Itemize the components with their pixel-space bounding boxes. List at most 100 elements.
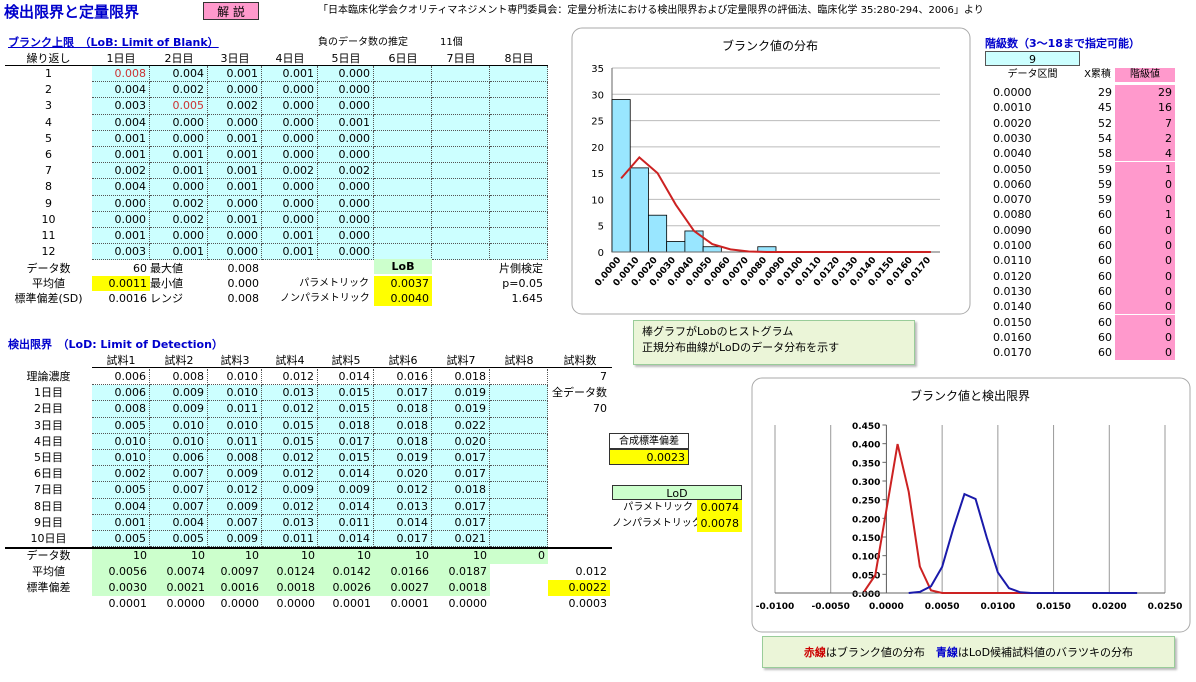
data-cell bbox=[374, 82, 432, 99]
row-label: 8日目 bbox=[34, 499, 63, 513]
data-cell: 0.017 bbox=[432, 514, 490, 531]
data-cell bbox=[432, 98, 490, 115]
data-cell: 0.002 bbox=[92, 466, 150, 483]
stat-value: 0.0018 bbox=[432, 580, 490, 596]
data-cell bbox=[490, 66, 548, 83]
data-cell: 0.0020 bbox=[993, 116, 1032, 130]
row-label: 3日目 bbox=[34, 418, 63, 432]
data-cell bbox=[490, 130, 548, 147]
data-cell bbox=[490, 466, 548, 483]
y-tick-label: 0.200 bbox=[852, 515, 880, 525]
stat-value: 0.0026 bbox=[318, 580, 374, 596]
data-cell: 0.006 bbox=[92, 369, 150, 386]
stat-value: 60 bbox=[133, 262, 147, 275]
data-cell: 0.001 bbox=[208, 179, 262, 196]
stat-label: 平均値 bbox=[32, 565, 65, 578]
data-cell: 0.013 bbox=[262, 385, 318, 402]
section-title: 階級数（3～18まで指定可能） bbox=[985, 37, 1140, 50]
column-header: 3日目 bbox=[208, 52, 262, 66]
data-cell: 0.000 bbox=[262, 130, 318, 147]
row-label: 1日目 bbox=[34, 386, 63, 400]
note-text: 青線 bbox=[935, 646, 958, 659]
data-cell bbox=[432, 130, 490, 147]
result-value: 0.0023 bbox=[609, 449, 689, 465]
data-cell: 0.015 bbox=[318, 401, 374, 418]
data-cell bbox=[490, 514, 548, 531]
data-cell: 0.000 bbox=[262, 179, 318, 196]
data-cell: 16 bbox=[1115, 100, 1175, 116]
button[interactable]: 解 説 bbox=[203, 2, 259, 20]
data-cell bbox=[432, 228, 490, 245]
data-cell: 0.000 bbox=[318, 179, 374, 196]
data-cell bbox=[432, 163, 490, 180]
data-cell bbox=[490, 82, 548, 99]
data-cell: 0 bbox=[1115, 314, 1175, 330]
data-cell bbox=[490, 244, 548, 261]
y-tick-label: 0.100 bbox=[852, 553, 880, 563]
data-cell: 0.004 bbox=[150, 66, 208, 83]
data-cell: 0.009 bbox=[150, 385, 208, 402]
row-label: 5 bbox=[45, 131, 52, 145]
row-label: 7 bbox=[45, 164, 52, 178]
stat-value: 0.0187 bbox=[432, 564, 490, 580]
data-cell: 0.001 bbox=[208, 211, 262, 228]
data-cell: 0.008 bbox=[150, 369, 208, 386]
data-cell: 0.000 bbox=[92, 195, 150, 212]
data-cell: 0.007 bbox=[150, 466, 208, 483]
stat-label: 標準偏差 bbox=[26, 581, 71, 594]
data-cell: 0.000 bbox=[262, 114, 318, 131]
data-cell: 0.0140 bbox=[993, 300, 1032, 314]
data-cell: 58 bbox=[1098, 147, 1112, 161]
data-cell: 0.0050 bbox=[993, 162, 1032, 176]
data-cell bbox=[490, 147, 548, 164]
column-header: 5日目 bbox=[318, 52, 374, 66]
data-cell: 0.000 bbox=[262, 211, 318, 228]
column-header: 試料数 bbox=[548, 353, 612, 368]
data-cell: 0.001 bbox=[262, 66, 318, 83]
data-cell: 0.009 bbox=[208, 498, 262, 515]
stat-value: 0.008 bbox=[227, 262, 260, 275]
data-cell bbox=[432, 244, 490, 261]
data-cell bbox=[432, 195, 490, 212]
stat-label: レンジ bbox=[150, 292, 183, 305]
data-cell: 0.015 bbox=[318, 450, 374, 467]
data-cell bbox=[432, 114, 490, 131]
data-cell: 29 bbox=[1115, 85, 1175, 101]
data-cell: 0.015 bbox=[318, 385, 374, 402]
data-cell: 0.006 bbox=[150, 450, 208, 467]
note-text: 棒グラフがLobのヒストグラム bbox=[642, 325, 794, 338]
data-cell: 0.0030 bbox=[993, 131, 1032, 145]
data-cell: 0.018 bbox=[374, 417, 432, 434]
data-cell: 2 bbox=[1115, 130, 1175, 147]
stat-value: 0 bbox=[490, 548, 548, 564]
stat-label: データ数 bbox=[26, 262, 71, 275]
data-cell: 0.001 bbox=[208, 147, 262, 164]
data-cell bbox=[432, 66, 490, 83]
column-header: X累積 bbox=[1084, 69, 1111, 80]
stat-value: 0.0000 bbox=[220, 597, 260, 610]
data-cell: 0.000 bbox=[318, 228, 374, 245]
stat-label: 平均値 bbox=[32, 277, 65, 290]
data-cell: 0.000 bbox=[318, 244, 374, 261]
row-label: 12 bbox=[41, 245, 56, 259]
y-tick-label: 35 bbox=[591, 64, 604, 75]
data-cell: 60 bbox=[1098, 284, 1112, 298]
column-header: 試料4 bbox=[262, 353, 318, 368]
y-tick-label: 0.250 bbox=[852, 497, 880, 507]
data-cell: 0.015 bbox=[262, 417, 318, 434]
data-cell: 0.012 bbox=[262, 498, 318, 515]
data-cell bbox=[490, 385, 548, 402]
data-cell bbox=[490, 498, 548, 515]
data-cell bbox=[490, 450, 548, 467]
value: 1.645 bbox=[511, 292, 544, 305]
result-value: 0.0074 bbox=[697, 500, 742, 516]
data-cell: 7 bbox=[1115, 115, 1175, 131]
data-cell: 0.020 bbox=[374, 466, 432, 483]
x-tick-label: 0.0200 bbox=[1092, 602, 1127, 612]
y-tick-label: 0.300 bbox=[852, 478, 880, 488]
data-cell: 0.000 bbox=[208, 195, 262, 212]
bar bbox=[666, 241, 686, 253]
data-cell: 0.005 bbox=[150, 531, 208, 548]
data-cell: 60 bbox=[1098, 315, 1112, 329]
row-label: 6日目 bbox=[34, 467, 63, 481]
